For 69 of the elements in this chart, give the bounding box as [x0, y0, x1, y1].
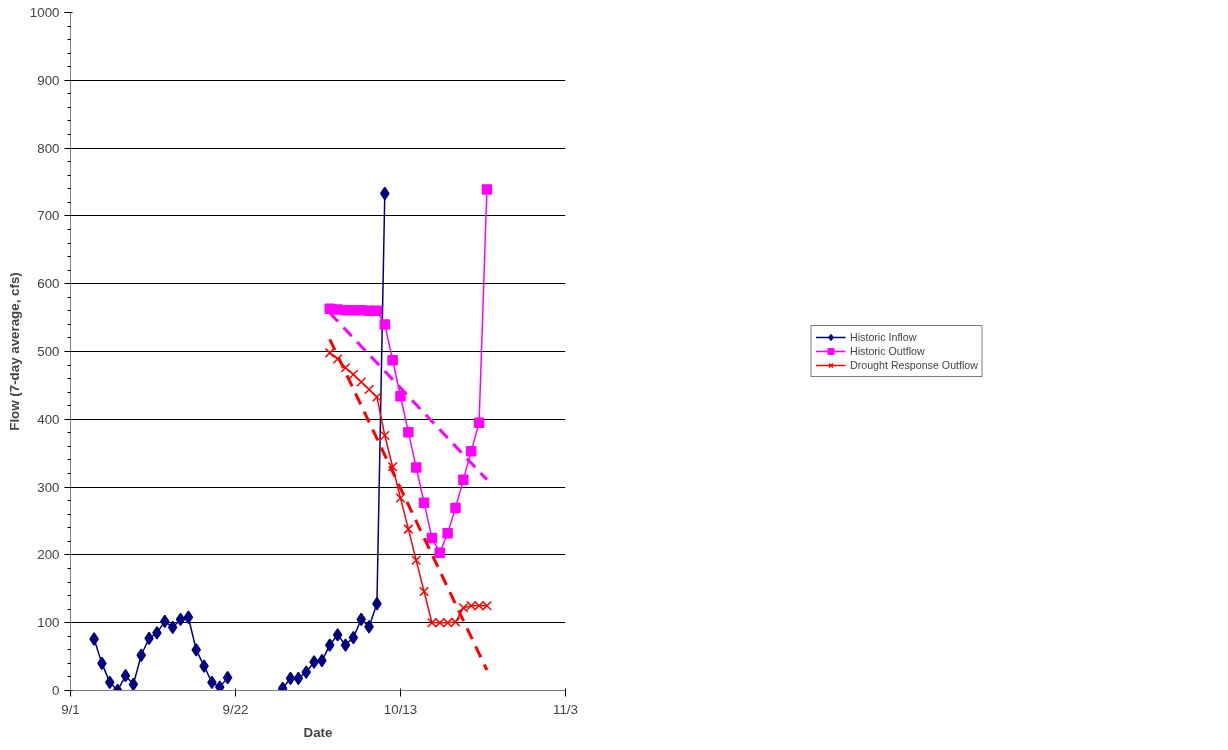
x-axis-title: Date — [303, 724, 333, 740]
point — [395, 391, 406, 402]
y-tick-label: 1000 — [29, 5, 60, 20]
point — [387, 461, 398, 472]
point — [379, 319, 391, 330]
point — [387, 355, 398, 366]
point — [199, 659, 209, 673]
point — [426, 532, 438, 544]
point — [325, 638, 335, 652]
point — [411, 555, 422, 566]
point — [371, 391, 382, 402]
point — [128, 677, 139, 691]
point — [167, 620, 178, 635]
point — [481, 184, 493, 195]
legend-label: Historic Outflow — [850, 344, 925, 358]
point — [379, 430, 390, 441]
x-tick-label: 10/13 — [383, 701, 418, 717]
point — [356, 377, 367, 387]
point — [191, 643, 201, 657]
point — [348, 630, 359, 645]
point — [175, 612, 186, 627]
x-tick-label: 9/22 — [222, 701, 249, 717]
point — [364, 620, 374, 634]
y-tick-label: 200 — [37, 547, 60, 563]
y-tick-label: 0 — [52, 683, 60, 698]
point — [324, 347, 335, 358]
y-tick-label: 500 — [37, 344, 60, 359]
point — [215, 680, 225, 691]
point — [442, 527, 453, 539]
point — [340, 362, 351, 373]
y-tick-label: 400 — [37, 411, 60, 427]
y-tick-label: 600 — [37, 276, 60, 292]
point — [332, 353, 343, 364]
y-tick-label: 100 — [37, 615, 60, 631]
y-tick-label: 800 — [37, 140, 60, 156]
point — [395, 492, 406, 503]
point — [136, 648, 146, 662]
point — [364, 384, 375, 395]
point — [403, 524, 414, 535]
point — [458, 474, 469, 485]
point — [418, 497, 430, 508]
point — [152, 626, 162, 640]
y-axis-title: Flow (7-day average, cfs) — [6, 272, 22, 431]
point — [348, 369, 359, 380]
point — [340, 638, 351, 652]
legend-label: Drought Response Outflow — [850, 358, 978, 372]
point — [419, 586, 430, 597]
point — [120, 668, 131, 683]
point — [371, 305, 383, 317]
point — [183, 610, 194, 625]
point — [473, 417, 485, 428]
point — [293, 671, 304, 686]
point — [301, 665, 311, 679]
point — [222, 670, 233, 685]
point — [450, 502, 461, 514]
x-tick-label: 9/1 — [61, 701, 80, 717]
point — [309, 655, 319, 669]
y-tick-label: 300 — [37, 479, 60, 495]
point — [332, 628, 343, 642]
y-tick-label: 900 — [37, 72, 60, 88]
point — [434, 547, 446, 559]
point — [410, 462, 422, 473]
legend-label: Historic Inflow — [850, 330, 917, 344]
point — [465, 445, 477, 457]
point — [285, 671, 296, 686]
point — [89, 632, 99, 646]
point — [403, 426, 414, 438]
y-tick-label: 700 — [37, 208, 60, 224]
x-tick-label: 11/3 — [553, 701, 578, 717]
